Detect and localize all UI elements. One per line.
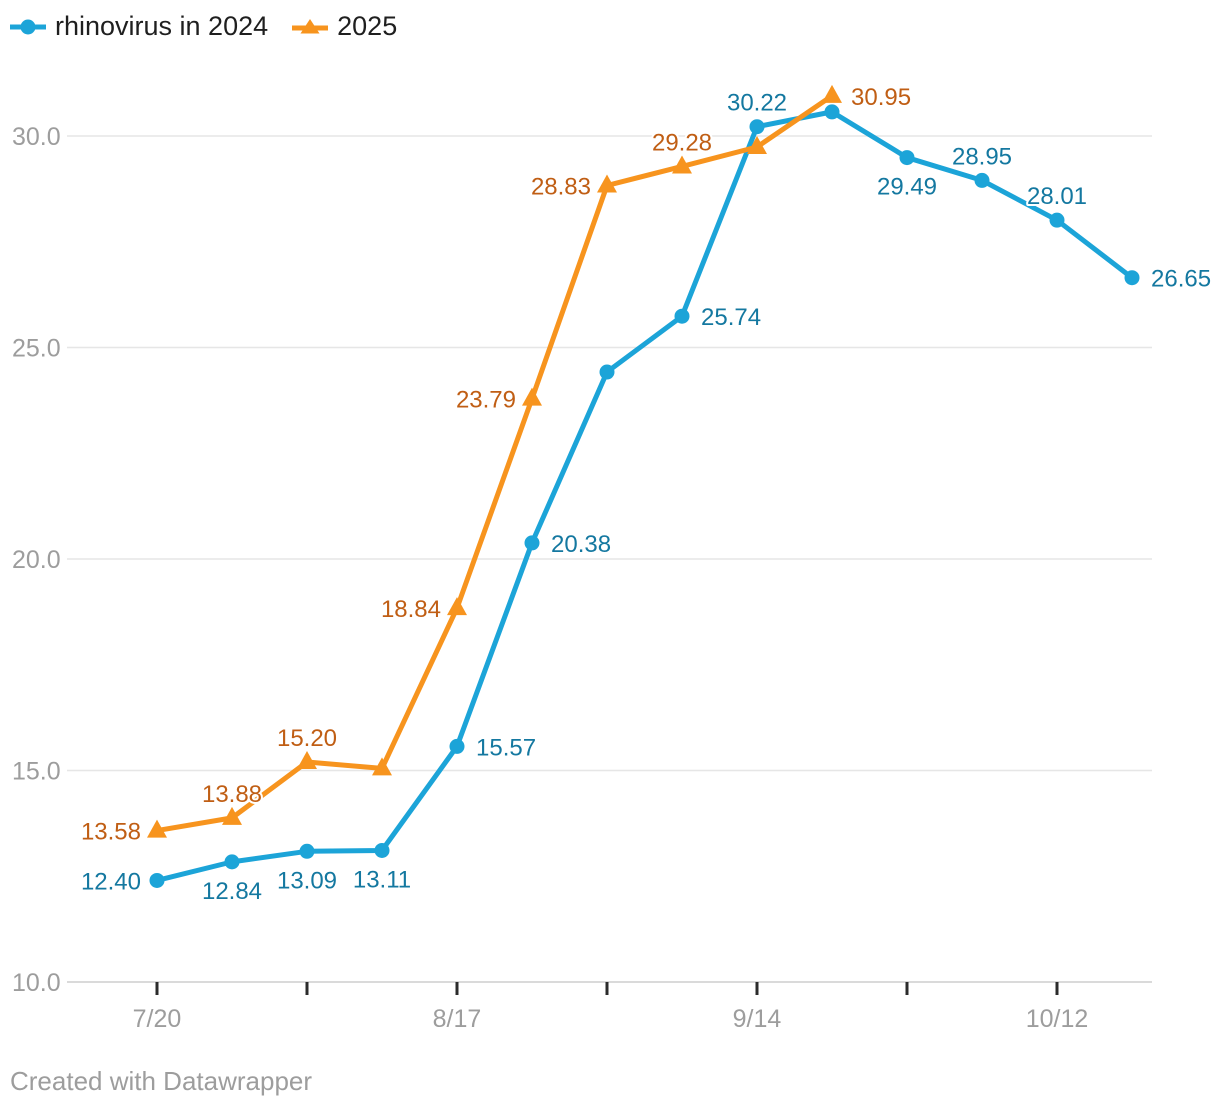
series-line-2025	[154, 93, 835, 834]
value-label: 28.95	[952, 143, 1012, 170]
value-label: 13.11	[353, 866, 411, 893]
value-label: 29.49	[877, 174, 937, 201]
x-axis-tick-label: 8/17	[433, 1005, 482, 1033]
value-label: 28.83	[531, 173, 591, 200]
data-point-2024[interactable]	[749, 119, 765, 135]
legend-item-2025: 2025	[292, 11, 397, 42]
data-point-2024[interactable]	[149, 872, 165, 888]
x-axis-tick-label: 9/14	[733, 1005, 782, 1033]
data-point-2024[interactable]	[899, 150, 915, 166]
data-point-2025[interactable]	[222, 806, 242, 825]
value-label: 18.84	[381, 596, 441, 623]
data-point-2025[interactable]	[447, 597, 467, 616]
value-label: 28.01	[1027, 183, 1087, 210]
data-point-2025[interactable]	[597, 174, 617, 193]
value-label: 30.22	[727, 90, 787, 117]
value-label: 29.28	[652, 129, 712, 156]
data-point-2024[interactable]	[374, 842, 390, 858]
data-point-2025[interactable]	[372, 757, 392, 776]
value-label: 26.65	[1151, 266, 1211, 293]
y-axis-tick-label: 25.0	[12, 335, 61, 363]
data-point-2025[interactable]	[297, 751, 317, 770]
legend: rhinovirus in 2024 2025	[10, 11, 397, 42]
data-point-2025[interactable]	[147, 819, 167, 838]
value-label: 30.95	[851, 84, 911, 111]
data-point-2024[interactable]	[674, 308, 690, 324]
y-axis-tick-label: 15.0	[12, 758, 61, 786]
data-point-2024[interactable]	[599, 364, 615, 380]
legend-label-2024: rhinovirus in 2024	[55, 11, 269, 41]
data-point-2024[interactable]	[224, 854, 240, 870]
x-axis-tick-label: 10/12	[1026, 1005, 1089, 1033]
value-label: 12.40	[81, 868, 141, 895]
legend-label-2025: 2025	[337, 11, 398, 41]
y-axis-tick-label: 30.0	[12, 123, 61, 151]
value-label: 13.88	[202, 781, 262, 808]
data-point-2024[interactable]	[524, 535, 540, 551]
data-point-2024[interactable]	[974, 172, 990, 188]
legend-line-circle-icon	[10, 19, 46, 34]
value-label: 25.74	[701, 304, 761, 331]
y-axis-tick-label: 10.0	[12, 969, 61, 997]
data-point-2024[interactable]	[449, 738, 465, 754]
value-label: 12.84	[202, 878, 262, 905]
data-point-2024[interactable]	[299, 843, 315, 859]
data-point-2024[interactable]	[1124, 270, 1140, 286]
value-label: 15.20	[277, 725, 337, 752]
x-axis-tick-label: 7/20	[133, 1005, 182, 1033]
legend-item-2024: rhinovirus in 2024	[10, 11, 268, 42]
data-point-2025[interactable]	[822, 84, 842, 103]
line-chart-plot[interactable]: 10.0 15.0 20.0 25.0 30.0 7/20 8/17 9/14 10/12 12.…	[0, 0, 1220, 1045]
data-point-2025[interactable]	[747, 135, 767, 154]
data-point-2024[interactable]	[824, 104, 840, 120]
data-point-2024[interactable]	[1049, 212, 1065, 228]
value-label: 23.79	[456, 387, 516, 414]
value-label: 13.09	[277, 867, 337, 894]
value-label: 13.58	[81, 819, 141, 846]
series-line-2024	[154, 109, 1135, 883]
value-label: 20.38	[551, 531, 611, 558]
y-axis-tick-label: 20.0	[12, 546, 61, 574]
data-point-2025[interactable]	[672, 155, 692, 174]
data-point-2025[interactable]	[522, 387, 542, 406]
attribution-link[interactable]: Created with Datawrapper	[10, 1066, 313, 1096]
value-label: 15.57	[476, 734, 536, 761]
legend-line-triangle-icon	[292, 18, 329, 33]
